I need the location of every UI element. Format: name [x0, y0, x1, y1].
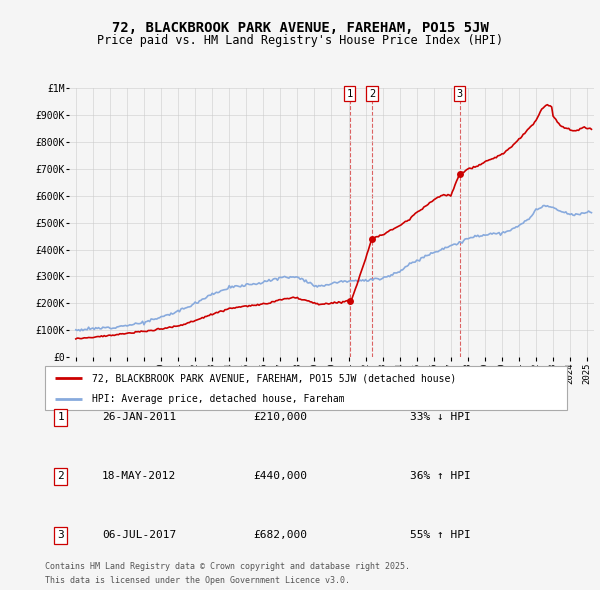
Text: 36% ↑ HPI: 36% ↑ HPI [410, 471, 471, 481]
Text: 1: 1 [57, 412, 64, 422]
Text: 3: 3 [457, 89, 463, 99]
Text: £210,000: £210,000 [253, 412, 307, 422]
Text: 2: 2 [369, 89, 375, 99]
Text: 33% ↓ HPI: 33% ↓ HPI [410, 412, 471, 422]
Text: 72, BLACKBROOK PARK AVENUE, FAREHAM, PO15 5JW (detached house): 72, BLACKBROOK PARK AVENUE, FAREHAM, PO1… [92, 373, 456, 383]
Text: £682,000: £682,000 [253, 530, 307, 540]
FancyBboxPatch shape [45, 366, 567, 410]
Text: £440,000: £440,000 [253, 471, 307, 481]
Text: HPI: Average price, detached house, Fareham: HPI: Average price, detached house, Fare… [92, 394, 344, 404]
Text: 55% ↑ HPI: 55% ↑ HPI [410, 530, 471, 540]
Text: 1: 1 [347, 89, 353, 99]
Text: Contains HM Land Registry data © Crown copyright and database right 2025.: Contains HM Land Registry data © Crown c… [45, 562, 410, 571]
Text: Price paid vs. HM Land Registry's House Price Index (HPI): Price paid vs. HM Land Registry's House … [97, 34, 503, 47]
Text: 72, BLACKBROOK PARK AVENUE, FAREHAM, PO15 5JW: 72, BLACKBROOK PARK AVENUE, FAREHAM, PO1… [112, 21, 488, 35]
Text: This data is licensed under the Open Government Licence v3.0.: This data is licensed under the Open Gov… [45, 576, 350, 585]
Text: 2: 2 [57, 471, 64, 481]
Text: 06-JUL-2017: 06-JUL-2017 [102, 530, 176, 540]
Text: 26-JAN-2011: 26-JAN-2011 [102, 412, 176, 422]
Text: 18-MAY-2012: 18-MAY-2012 [102, 471, 176, 481]
Text: 3: 3 [57, 530, 64, 540]
